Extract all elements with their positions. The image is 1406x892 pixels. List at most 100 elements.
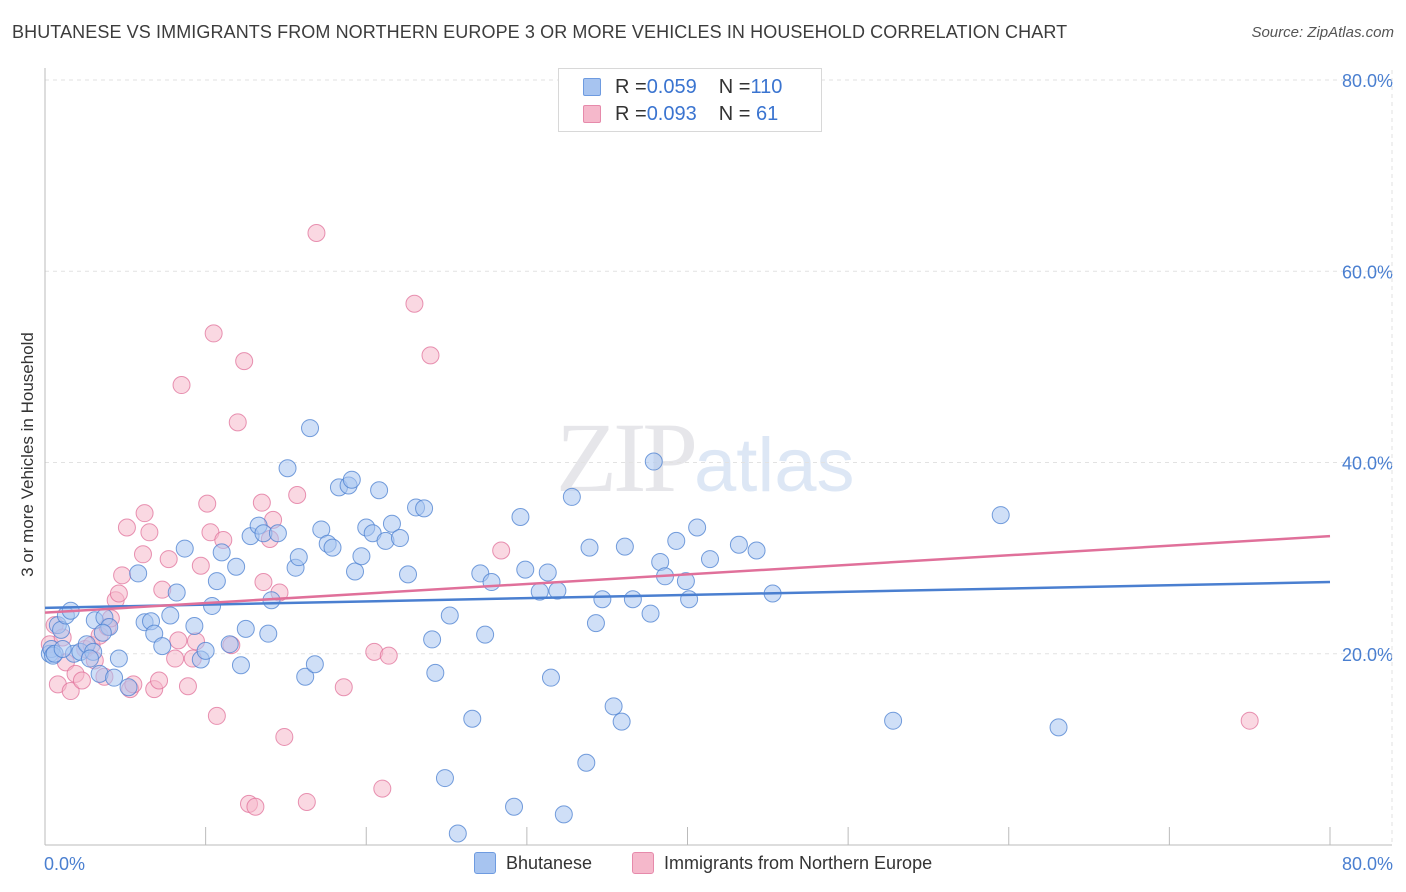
y-tick-label: 60.0% <box>1342 262 1393 282</box>
bhutanese-point <box>612 712 631 731</box>
bhutanese-point <box>161 606 180 625</box>
northern-europe-point <box>288 486 307 505</box>
bhutanese-point <box>747 541 766 560</box>
bhutanese-point <box>167 583 186 602</box>
northern-europe-point <box>334 678 353 697</box>
bhutanese-point <box>212 543 231 562</box>
bhutanese-point <box>676 572 695 591</box>
source-credit: Source: ZipAtlas.com <box>1251 24 1394 41</box>
northern-europe-point <box>191 556 210 575</box>
bhutanese-point <box>541 668 560 687</box>
bhutanese-point <box>538 563 557 582</box>
bhutanese-point <box>323 538 342 557</box>
northern-europe-point <box>159 550 178 569</box>
bhutanese-point <box>382 514 401 533</box>
bhutanese-point <box>580 538 599 557</box>
bhutanese-point <box>196 641 215 660</box>
bhutanese-point <box>554 805 573 824</box>
bhutanese-point <box>53 639 72 658</box>
northern-europe-point <box>1240 711 1259 730</box>
series-legend-northern-europe: Immigrants from Northern Europe <box>632 852 932 874</box>
bhutanese-point <box>129 564 148 583</box>
legend-n-label: N = <box>718 75 751 98</box>
northern-europe-point <box>198 494 217 513</box>
bhutanese-point <box>688 518 707 537</box>
northern-europe-point <box>204 324 223 343</box>
bhutanese-trend-line <box>44 580 1331 610</box>
watermark-atlas: atlas <box>694 423 855 508</box>
bhutanese-point <box>231 656 250 675</box>
y-tick-label: 20.0% <box>1342 645 1393 665</box>
bhutanese-point <box>175 539 194 558</box>
northern-europe-point <box>297 792 316 811</box>
legend-row-bhutanese: R = 0.059 N = 110 <box>583 74 782 100</box>
bhutanese-point <box>505 797 524 816</box>
legend-r-label: R = <box>615 102 647 125</box>
northern-europe-point <box>252 493 271 512</box>
northern-europe-point <box>113 566 132 585</box>
legend-n-value: 110 <box>750 75 783 98</box>
bhutanese-point <box>463 709 482 728</box>
bhutanese-point <box>227 557 246 576</box>
northern-europe-point <box>178 677 197 696</box>
northern-europe-point <box>492 541 511 560</box>
bhutanese-point <box>153 637 172 656</box>
bhutanese-point <box>729 535 748 554</box>
bhutanese-point <box>562 487 581 506</box>
bhutanese-point <box>390 529 409 548</box>
bhutanese-point <box>105 668 124 687</box>
legend-r-value: 0.059 <box>646 75 697 98</box>
northern-europe-trend-line <box>44 534 1331 614</box>
correlation-legend: R = 0.059 N = 110 R = 0.093 N = 61 <box>558 68 822 132</box>
bhutanese-point <box>346 562 365 581</box>
legend-row-northern-europe: R = 0.093 N = 61 <box>583 101 778 127</box>
bhutanese-point <box>80 649 99 668</box>
bhutanese-point <box>440 606 459 625</box>
bhutanese-point <box>93 623 112 642</box>
bhutanese-point <box>680 590 699 609</box>
series-legend-bhutanese: Bhutanese <box>474 852 592 874</box>
bhutanese-point <box>644 452 663 471</box>
series-swatch-northern-europe <box>632 852 654 874</box>
bhutanese-point <box>577 753 596 772</box>
bhutanese-point <box>399 565 418 584</box>
bhutanese-point <box>109 649 128 668</box>
bhutanese-point <box>482 573 501 592</box>
northern-europe-point <box>72 671 91 690</box>
bhutanese-point <box>289 548 308 567</box>
legend-swatch-bhutanese <box>583 78 601 96</box>
bhutanese-point <box>700 550 719 569</box>
x-tick-label: 0.0% <box>44 854 85 874</box>
northern-europe-point <box>254 573 273 592</box>
northern-europe-point <box>166 649 185 668</box>
northern-europe-point <box>135 504 154 523</box>
bhutanese-point <box>278 459 297 478</box>
northern-europe-point <box>207 706 226 725</box>
bhutanese-point <box>991 506 1010 525</box>
northern-europe-point <box>307 224 326 242</box>
y-tick-label: 80.0% <box>1342 71 1393 91</box>
northern-europe-point <box>379 646 398 665</box>
bhutanese-point <box>1049 718 1068 737</box>
bhutanese-point <box>305 655 324 674</box>
bhutanese-point <box>448 824 467 843</box>
series-label-bhutanese: Bhutanese <box>506 852 593 873</box>
legend-r-label: R = <box>615 75 647 98</box>
bhutanese-point <box>884 711 903 730</box>
northern-europe-point <box>61 682 80 701</box>
northern-europe-point <box>421 346 440 365</box>
bhutanese-point <box>476 625 495 644</box>
bhutanese-point <box>301 419 320 438</box>
bhutanese-point <box>615 537 634 556</box>
northern-europe-point <box>246 797 265 816</box>
bhutanese-point <box>259 624 278 643</box>
bhutanese-point <box>516 560 535 579</box>
bhutanese-point <box>623 590 642 609</box>
legend-n-value: 61 <box>750 102 779 125</box>
bhutanese-point <box>593 590 612 609</box>
bhutanese-point <box>236 619 255 638</box>
series-swatch-bhutanese <box>474 852 496 874</box>
bhutanese-point <box>426 663 445 682</box>
bhutanese-point <box>119 678 138 697</box>
